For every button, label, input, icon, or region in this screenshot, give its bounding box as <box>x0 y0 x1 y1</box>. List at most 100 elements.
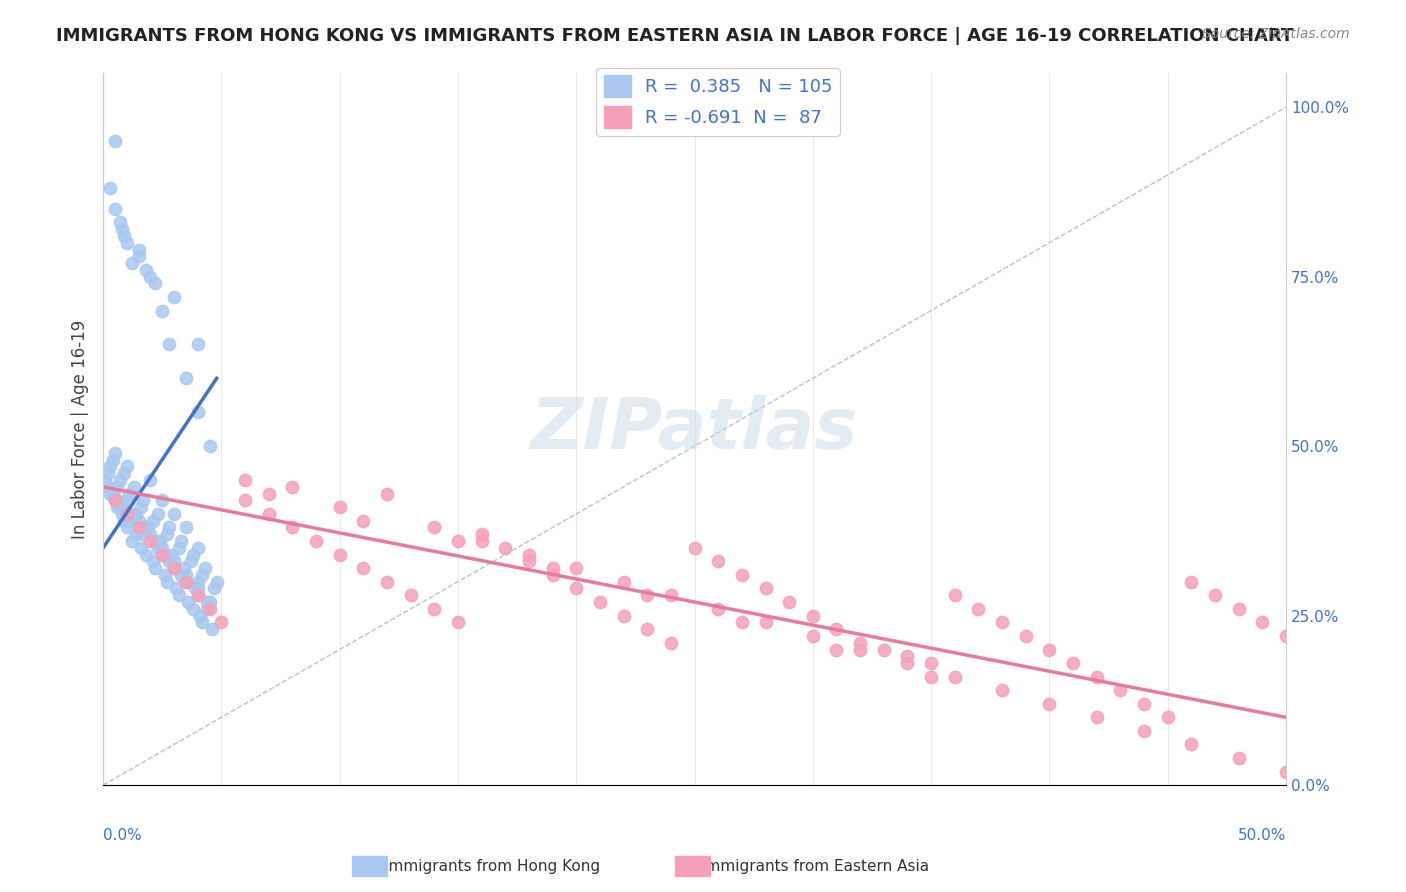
Point <box>170 534 193 549</box>
Point <box>447 534 470 549</box>
Point <box>589 595 612 609</box>
Point <box>143 277 166 291</box>
Point <box>143 561 166 575</box>
Point <box>198 439 221 453</box>
Point <box>1133 697 1156 711</box>
Point <box>375 574 398 589</box>
Text: 50.0%: 50.0% <box>1237 828 1286 843</box>
Point <box>115 493 138 508</box>
Point <box>105 480 128 494</box>
Point <box>194 561 217 575</box>
Point <box>129 541 152 555</box>
Point <box>135 263 157 277</box>
Point <box>1227 602 1250 616</box>
Point <box>125 507 148 521</box>
Point <box>205 574 228 589</box>
Point <box>136 520 159 534</box>
Point <box>98 181 121 195</box>
Point <box>139 269 162 284</box>
Point <box>111 222 134 236</box>
Point <box>636 588 658 602</box>
Y-axis label: In Labor Force | Age 16-19: In Labor Force | Age 16-19 <box>72 319 89 539</box>
Point <box>613 574 636 589</box>
Point <box>375 486 398 500</box>
Point <box>187 588 209 602</box>
Point <box>121 534 143 549</box>
Point <box>97 467 120 481</box>
Point <box>112 514 135 528</box>
Point <box>849 642 872 657</box>
Point <box>257 486 280 500</box>
Point <box>132 527 155 541</box>
Point <box>471 527 494 541</box>
Point <box>157 554 180 568</box>
Point <box>115 507 138 521</box>
Point <box>613 608 636 623</box>
Point <box>1275 629 1298 643</box>
Point <box>167 588 190 602</box>
Point <box>177 595 200 609</box>
Point <box>305 534 328 549</box>
Point <box>139 534 162 549</box>
Point <box>1156 710 1178 724</box>
Point <box>105 500 128 515</box>
Point <box>1251 615 1274 630</box>
Point <box>423 520 446 534</box>
Point <box>112 467 135 481</box>
Point <box>98 459 121 474</box>
Point <box>447 615 470 630</box>
Point <box>149 534 172 549</box>
Point <box>1204 588 1226 602</box>
Point <box>659 588 682 602</box>
Point <box>174 520 197 534</box>
Point <box>115 235 138 250</box>
Point <box>967 602 990 616</box>
Point <box>112 229 135 244</box>
Point <box>163 507 186 521</box>
Point <box>517 548 540 562</box>
Point <box>991 615 1014 630</box>
Point <box>163 561 186 575</box>
Point <box>195 602 218 616</box>
Point <box>517 554 540 568</box>
Point <box>125 527 148 541</box>
Point <box>128 243 150 257</box>
Point <box>146 541 169 555</box>
Point <box>115 520 138 534</box>
Point <box>873 642 896 657</box>
Point <box>991 683 1014 698</box>
Point <box>146 507 169 521</box>
Point <box>118 514 141 528</box>
Legend: R =  0.385   N = 105, R = -0.691  N =  87: R = 0.385 N = 105, R = -0.691 N = 87 <box>596 68 839 136</box>
Point <box>163 561 186 575</box>
Point <box>104 446 127 460</box>
Point <box>118 486 141 500</box>
Point <box>754 615 776 630</box>
Point <box>565 582 588 596</box>
Point <box>104 493 127 508</box>
Text: Immigrants from Eastern Asia: Immigrants from Eastern Asia <box>702 859 929 874</box>
Point <box>108 500 131 515</box>
Point <box>150 493 173 508</box>
Point <box>329 500 352 515</box>
Point <box>423 602 446 616</box>
Point <box>157 337 180 351</box>
Point <box>541 561 564 575</box>
Point <box>163 554 186 568</box>
Point <box>101 452 124 467</box>
Point <box>170 568 193 582</box>
Point <box>187 405 209 419</box>
Point <box>166 582 188 596</box>
Point <box>849 636 872 650</box>
Point <box>943 588 966 602</box>
Point <box>825 622 848 636</box>
Point <box>174 568 197 582</box>
Point <box>1109 683 1132 698</box>
Point <box>471 534 494 549</box>
Point <box>707 554 730 568</box>
Point <box>896 656 918 670</box>
Point <box>1038 697 1060 711</box>
Point <box>150 548 173 562</box>
Text: ZIPatlas: ZIPatlas <box>531 394 858 464</box>
Point <box>187 337 209 351</box>
